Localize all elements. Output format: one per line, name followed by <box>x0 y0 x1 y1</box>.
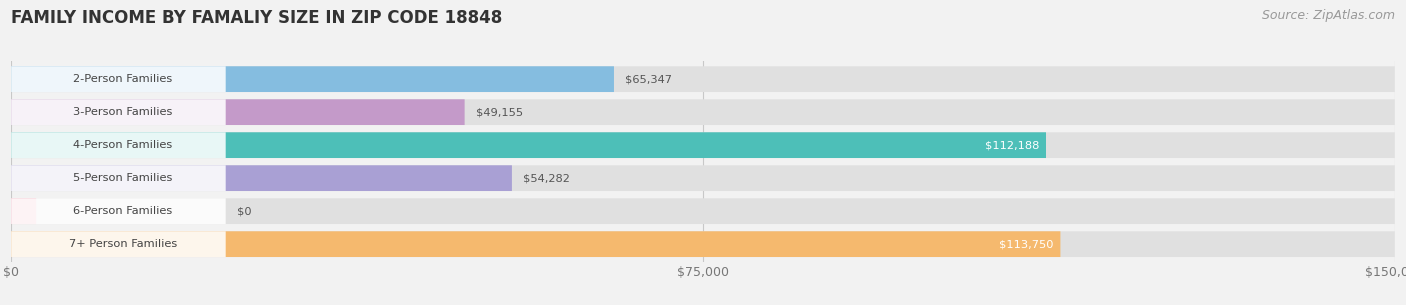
Text: 2-Person Families: 2-Person Families <box>73 74 173 84</box>
Text: 4-Person Families: 4-Person Families <box>73 140 173 150</box>
FancyBboxPatch shape <box>11 198 1395 224</box>
Text: FAMILY INCOME BY FAMALIY SIZE IN ZIP CODE 18848: FAMILY INCOME BY FAMALIY SIZE IN ZIP COD… <box>11 9 502 27</box>
FancyBboxPatch shape <box>11 66 1395 92</box>
FancyBboxPatch shape <box>11 165 1395 191</box>
FancyBboxPatch shape <box>11 132 1395 158</box>
Text: $54,282: $54,282 <box>523 173 569 183</box>
Text: 6-Person Families: 6-Person Families <box>73 206 173 216</box>
FancyBboxPatch shape <box>11 231 1395 257</box>
FancyBboxPatch shape <box>11 66 614 92</box>
Text: $0: $0 <box>236 206 252 216</box>
FancyBboxPatch shape <box>11 231 226 257</box>
FancyBboxPatch shape <box>11 231 1060 257</box>
Text: 7+ Person Families: 7+ Person Families <box>69 239 177 249</box>
Text: 5-Person Families: 5-Person Families <box>73 173 173 183</box>
FancyBboxPatch shape <box>11 99 464 125</box>
FancyBboxPatch shape <box>11 99 1395 125</box>
FancyBboxPatch shape <box>11 132 1046 158</box>
Text: $113,750: $113,750 <box>1000 239 1053 249</box>
FancyBboxPatch shape <box>11 198 37 224</box>
Text: $49,155: $49,155 <box>475 107 523 117</box>
FancyBboxPatch shape <box>11 99 226 125</box>
Text: 3-Person Families: 3-Person Families <box>73 107 173 117</box>
FancyBboxPatch shape <box>11 165 512 191</box>
Text: Source: ZipAtlas.com: Source: ZipAtlas.com <box>1261 9 1395 22</box>
Text: $112,188: $112,188 <box>984 140 1039 150</box>
Text: $65,347: $65,347 <box>626 74 672 84</box>
FancyBboxPatch shape <box>11 198 226 224</box>
FancyBboxPatch shape <box>11 132 226 158</box>
FancyBboxPatch shape <box>11 165 226 191</box>
FancyBboxPatch shape <box>11 66 226 92</box>
